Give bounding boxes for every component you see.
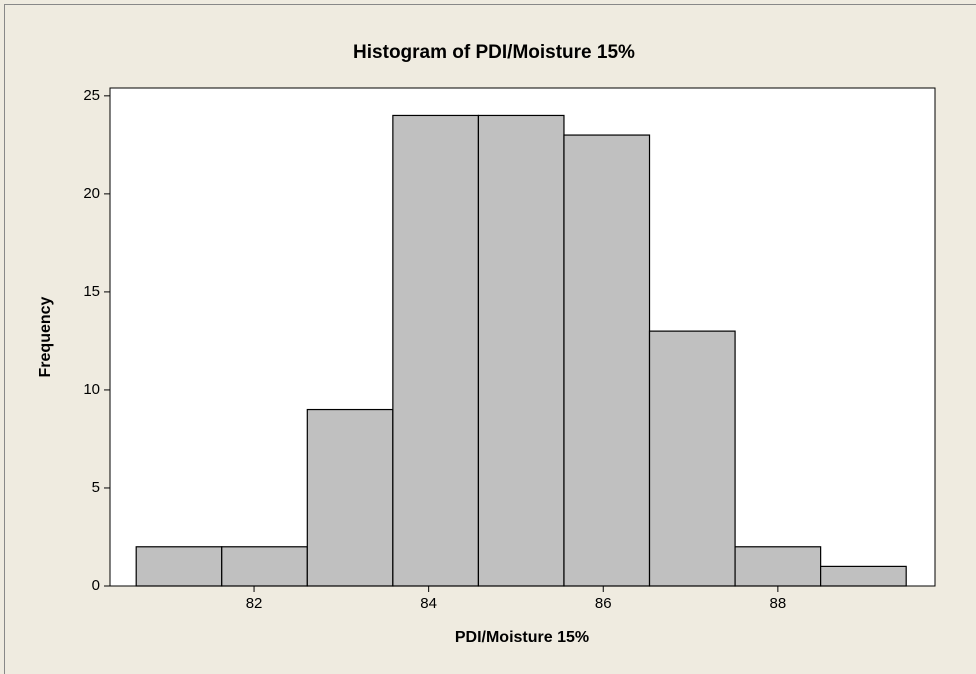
y-tick-label: 15 [83, 283, 100, 300]
bar [734, 546, 822, 587]
y-axis-label: Frequency [37, 296, 54, 377]
bar [392, 114, 480, 587]
y-tick-label: 10 [83, 381, 100, 398]
bar [648, 330, 736, 587]
x-axis-label: PDI/Moisture 15% [455, 629, 589, 646]
y-tick-label: 25 [83, 87, 100, 104]
x-tick-label: 88 [770, 595, 787, 612]
x-tick-label: 86 [595, 595, 612, 612]
y-tick-label: 20 [83, 185, 100, 202]
bar [563, 134, 651, 587]
x-tick-label: 84 [420, 595, 437, 612]
bar [221, 546, 308, 587]
bar [135, 546, 223, 587]
bar [477, 114, 565, 587]
bar [306, 408, 394, 587]
y-tick-label: 0 [92, 577, 100, 594]
x-tick-label: 82 [246, 595, 263, 612]
chart-title: Histogram of PDI/Moisture 15% [353, 42, 635, 63]
bar [820, 565, 907, 587]
y-tick-label: 5 [92, 479, 100, 496]
